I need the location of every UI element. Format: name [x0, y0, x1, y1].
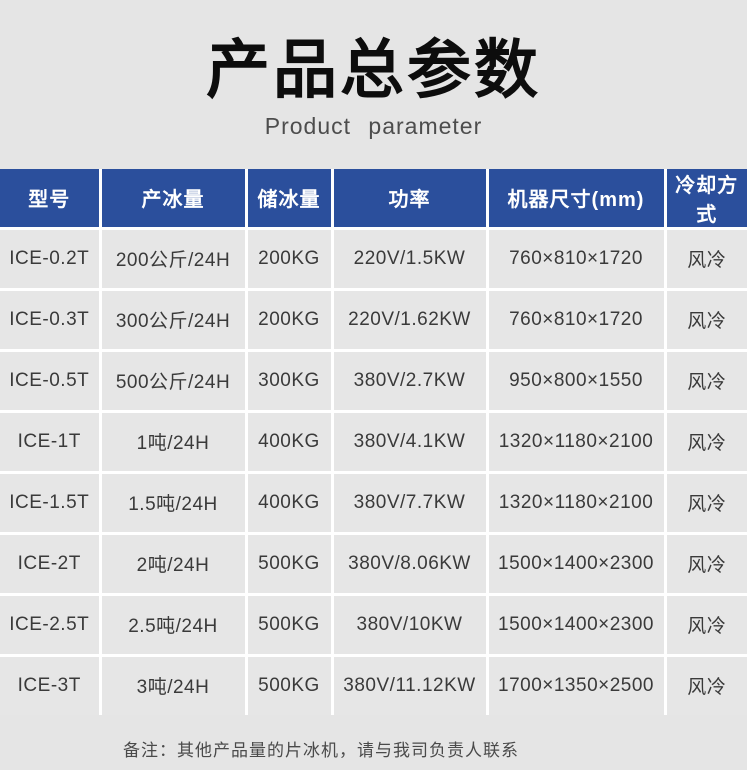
column-header-ice-storage: 储冰量	[244, 168, 334, 230]
cell-power: 380V/4.1KW	[330, 409, 489, 474]
cell-ice-production: 3吨/24H	[98, 653, 248, 715]
cell-ice-storage: 200KG	[244, 226, 334, 291]
cell-ice-production: 2.5吨/24H	[98, 592, 248, 657]
table-header: 型号 产冰量 储冰量 功率 机器尺寸(mm) 冷却方式	[0, 168, 747, 230]
table-row: ICE-1.5T 1.5吨/24H 400KG 380V/7.7KW 1320×1180…	[0, 470, 747, 535]
cell-machine-size: 950×800×1550	[485, 348, 667, 413]
column-header-machine-size: 机器尺寸(mm)	[485, 168, 667, 230]
table-body: ICE-0.2T 200公斤/24H 200KG 220V/1.5KW 760×810×…	[0, 226, 747, 715]
table-header-row: 型号 产冰量 储冰量 功率 机器尺寸(mm) 冷却方式	[0, 168, 747, 230]
cell-model: ICE-1T	[0, 409, 102, 474]
table-row: ICE-0.2T 200公斤/24H 200KG 220V/1.5KW 760×810×…	[0, 226, 747, 291]
cell-model: ICE-2.5T	[0, 592, 102, 657]
cell-power: 220V/1.5KW	[330, 226, 489, 291]
cell-model: ICE-0.5T	[0, 348, 102, 413]
cell-machine-size: 1700×1350×2500	[485, 653, 667, 715]
footnote: 备注：其他产品量的片冰机，请与我司负责人联系	[123, 740, 519, 760]
table-row: ICE-0.5T 500公斤/24H 300KG 380V/2.7KW 950×800×…	[0, 348, 747, 413]
page-subtitle: Product parameter	[264, 112, 483, 139]
column-header-ice-production: 产冰量	[98, 168, 248, 230]
cell-ice-storage: 500KG	[244, 531, 334, 596]
table-row: ICE-1T 1吨/24H 400KG 380V/4.1KW 1320×1180×210…	[0, 409, 747, 474]
cell-ice-storage: 400KG	[244, 409, 334, 474]
cell-machine-size: 760×810×1720	[485, 287, 667, 352]
cell-ice-production: 200公斤/24H	[98, 226, 248, 291]
cell-ice-storage: 500KG	[244, 592, 334, 657]
cell-power: 220V/1.62KW	[330, 287, 489, 352]
page-title: 产品总参数	[206, 34, 541, 106]
cell-ice-storage: 200KG	[244, 287, 334, 352]
cell-cooling-method: 风冷	[663, 653, 747, 715]
cell-cooling-method: 风冷	[663, 531, 747, 596]
cell-model: ICE-0.3T	[0, 287, 102, 352]
cell-power: 380V/8.06KW	[330, 531, 489, 596]
cell-ice-production: 500公斤/24H	[98, 348, 248, 413]
cell-power: 380V/7.7KW	[330, 470, 489, 535]
cell-machine-size: 760×810×1720	[485, 226, 667, 291]
cell-ice-production: 1吨/24H	[98, 409, 248, 474]
column-header-power: 功率	[330, 168, 489, 230]
cell-ice-production: 2吨/24H	[98, 531, 248, 596]
cell-power: 380V/10KW	[330, 592, 489, 657]
cell-machine-size: 1320×1180×2100	[485, 409, 667, 474]
cell-ice-production: 300公斤/24H	[98, 287, 248, 352]
cell-model: ICE-0.2T	[0, 226, 102, 291]
column-header-cooling-method: 冷却方式	[663, 168, 747, 230]
table-row: ICE-3T 3吨/24H 500KG 380V/11.12KW 1700×1350×2…	[0, 653, 747, 715]
cell-ice-storage: 500KG	[244, 653, 334, 715]
cell-power: 380V/11.12KW	[330, 653, 489, 715]
cell-ice-storage: 400KG	[244, 470, 334, 535]
cell-cooling-method: 风冷	[663, 287, 747, 352]
table-row: ICE-2.5T 2.5吨/24H 500KG 380V/10KW 1500×1400×…	[0, 592, 747, 657]
cell-ice-storage: 300KG	[244, 348, 334, 413]
cell-cooling-method: 风冷	[663, 592, 747, 657]
cell-power: 380V/2.7KW	[330, 348, 489, 413]
cell-cooling-method: 风冷	[663, 409, 747, 474]
cell-cooling-method: 风冷	[663, 226, 747, 291]
product-parameter-table: 型号 产冰量 储冰量 功率 机器尺寸(mm) 冷却方式 ICE-0.2T 200公斤/24H…	[0, 168, 747, 715]
table-row: ICE-0.3T 300公斤/24H 200KG 220V/1.62KW 760×810…	[0, 287, 747, 352]
cell-cooling-method: 风冷	[663, 348, 747, 413]
cell-machine-size: 1500×1400×2300	[485, 531, 667, 596]
cell-ice-production: 1.5吨/24H	[98, 470, 248, 535]
cell-model: ICE-1.5T	[0, 470, 102, 535]
column-header-model: 型号	[0, 168, 102, 230]
cell-model: ICE-3T	[0, 653, 102, 715]
cell-machine-size: 1500×1400×2300	[485, 592, 667, 657]
cell-machine-size: 1320×1180×2100	[485, 470, 667, 535]
cell-cooling-method: 风冷	[663, 470, 747, 535]
cell-model: ICE-2T	[0, 531, 102, 596]
table-row: ICE-2T 2吨/24H 500KG 380V/8.06KW 1500×1400×23…	[0, 531, 747, 596]
